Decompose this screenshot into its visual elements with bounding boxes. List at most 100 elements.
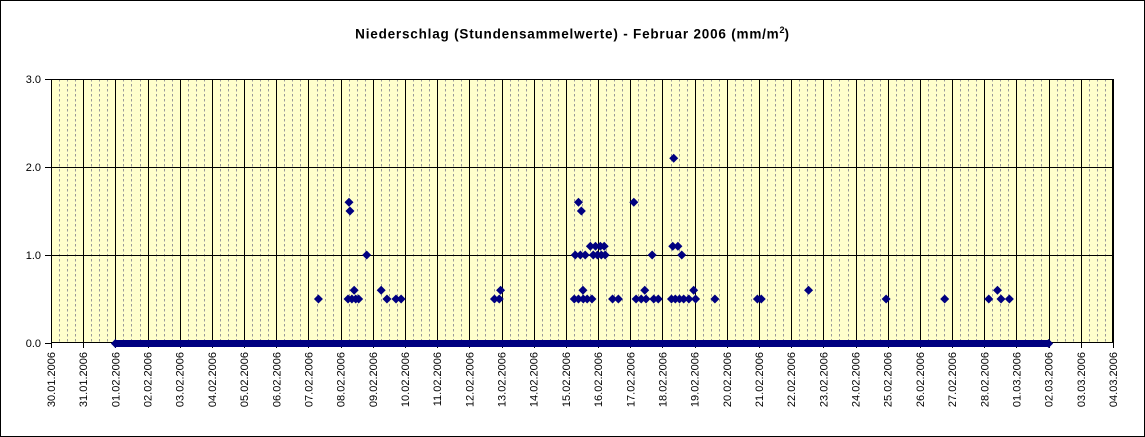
- data-point: [573, 197, 583, 207]
- data-point: [669, 153, 679, 163]
- data-point: [668, 241, 678, 251]
- data-point: [647, 250, 657, 260]
- data-point: [391, 294, 401, 304]
- x-tick-label: 02.02.2006: [143, 352, 155, 407]
- data-point: [613, 294, 623, 304]
- x-tick-label: 12.02.2006: [464, 352, 476, 407]
- x-tick-label: 26.02.2006: [915, 352, 927, 407]
- data-point: [600, 250, 610, 260]
- data-point: [591, 241, 601, 251]
- chart-title-suffix: ): [784, 26, 790, 42]
- x-tick-label: 01.02.2006: [110, 352, 122, 407]
- x-tick-label: 15.02.2006: [561, 352, 573, 407]
- data-point: [641, 294, 651, 304]
- data-point: [570, 250, 580, 260]
- data-point: [349, 285, 359, 295]
- x-tick-label: 04.02.2006: [207, 352, 219, 407]
- data-point: [804, 285, 814, 295]
- data-point: [585, 241, 595, 251]
- data-point: [940, 294, 950, 304]
- x-tick-label: 17.02.2006: [625, 352, 637, 407]
- x-tick-label: 10.02.2006: [400, 352, 412, 407]
- data-point: [992, 285, 1002, 295]
- data-point: [599, 241, 609, 251]
- x-tick-label: 31.01.2006: [78, 352, 90, 407]
- data-point: [673, 241, 683, 251]
- data-point: [376, 285, 386, 295]
- x-tick-label: 06.02.2006: [271, 352, 283, 407]
- data-point: [689, 285, 699, 295]
- x-tick-label: 16.02.2006: [593, 352, 605, 407]
- data-point: [677, 250, 687, 260]
- day-gridlines: [51, 79, 1114, 343]
- data-point: [587, 294, 597, 304]
- x-tick-label: 02.03.2006: [1044, 352, 1056, 407]
- y-tick-label: 3.0: [26, 74, 41, 86]
- data-point: [881, 294, 891, 304]
- data-point: [489, 294, 499, 304]
- data-point: [573, 294, 583, 304]
- y-tick-labels: 0.0 1.0 2.0 3.0: [26, 74, 41, 350]
- data-point: [396, 294, 406, 304]
- data-point: [382, 294, 392, 304]
- y-tick-label: 2.0: [26, 162, 41, 174]
- x-tick-label: 25.02.2006: [883, 352, 895, 407]
- chart-title: Niederschlag (Stundensammelwerte) - Febr…: [1, 25, 1144, 42]
- x-tick-label: 22.02.2006: [786, 352, 798, 407]
- x-tick-label: 07.02.2006: [303, 352, 315, 407]
- x-tick-label: 21.02.2006: [754, 352, 766, 407]
- x-tick-label: 23.02.2006: [818, 352, 830, 407]
- y-tick-label: 0.0: [26, 338, 41, 350]
- x-tick-label: 14.02.2006: [529, 352, 541, 407]
- data-point: [580, 250, 590, 260]
- data-point: [354, 294, 364, 304]
- x-tick-label: 11.02.2006: [432, 352, 444, 406]
- x-tick-label: 27.02.2006: [947, 352, 959, 407]
- data-point: [756, 294, 766, 304]
- x-tick-label: 03.02.2006: [175, 352, 187, 407]
- x-tick-labels: 30.01.2006 31.01.2006 01.02.2006 02.02.2006…: [46, 352, 1120, 407]
- data-point: [653, 294, 663, 304]
- x-tick-label: 09.02.2006: [368, 352, 380, 407]
- x-tick-label: 28.02.2006: [979, 352, 991, 407]
- data-point: [679, 294, 689, 304]
- data-point: [640, 285, 650, 295]
- x-tick-label: 05.02.2006: [239, 352, 251, 407]
- x-tick-label: 08.02.2006: [336, 352, 348, 407]
- data-point: [578, 285, 588, 295]
- data-point: [649, 294, 659, 304]
- data-point: [345, 206, 355, 216]
- data-point: [710, 294, 720, 304]
- data-point: [629, 197, 639, 207]
- data-points: [313, 153, 1014, 304]
- data-point: [996, 294, 1006, 304]
- x-tick-label: 20.02.2006: [722, 352, 734, 407]
- y-tick-label: 1.0: [26, 250, 41, 262]
- data-point: [1004, 294, 1014, 304]
- data-point: [575, 250, 585, 260]
- data-point: [636, 294, 646, 304]
- data-point: [313, 294, 323, 304]
- data-point: [691, 294, 701, 304]
- data-point: [496, 285, 506, 295]
- x-tick-label: 01.03.2006: [1011, 352, 1023, 407]
- data-point: [344, 197, 354, 207]
- data-point: [684, 294, 694, 304]
- data-point: [984, 294, 994, 304]
- data-point: [362, 250, 372, 260]
- data-point: [582, 294, 592, 304]
- data-point: [494, 294, 504, 304]
- x-tick-label: 18.02.2006: [657, 352, 669, 407]
- x-tick-label: 30.01.2006: [46, 352, 58, 407]
- x-tick-label: 03.03.2006: [1076, 352, 1088, 407]
- data-point: [631, 294, 641, 304]
- chart-title-superscript: 2: [779, 25, 785, 35]
- x-tick-label: 24.02.2006: [851, 352, 863, 407]
- x-tick-label: 19.02.2006: [690, 352, 702, 407]
- data-point: [576, 206, 586, 216]
- x-tick-label: 04.03.2006: [1108, 352, 1120, 407]
- x-tick-label: 13.02.2006: [497, 352, 509, 407]
- data-point: [608, 294, 618, 304]
